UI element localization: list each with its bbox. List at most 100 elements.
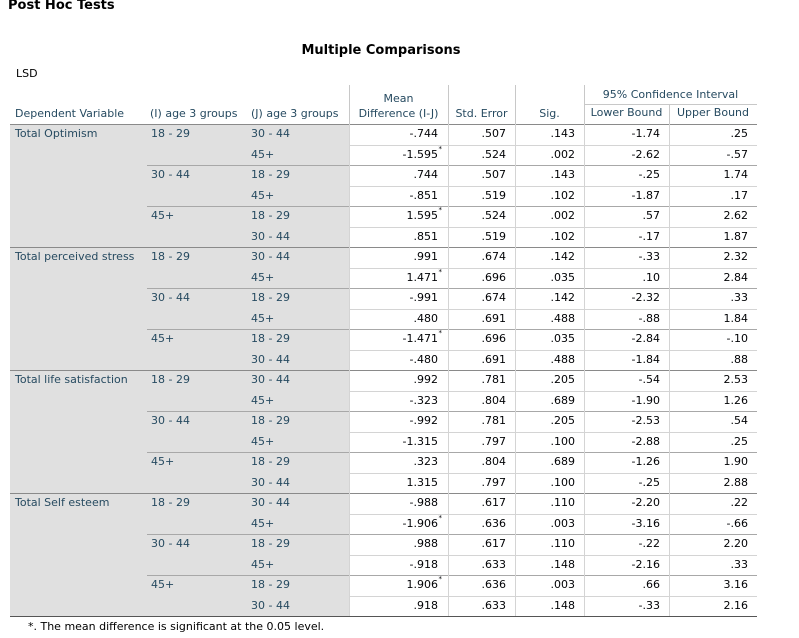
i-group: 30 - 44: [151, 291, 190, 304]
cell-sig: .100: [550, 434, 576, 448]
mean-difference: .480: [413, 311, 439, 325]
cell-sig: .143: [550, 168, 576, 181]
cell-lower: -1.26: [631, 455, 660, 468]
cell-lower: -3.16: [631, 516, 660, 530]
rule: [584, 85, 585, 124]
cell-sig: .689: [550, 455, 576, 468]
cell-upper: 2.20: [723, 537, 749, 550]
header: Std. Error: [455, 107, 508, 120]
header: Upper Bound: [676, 106, 749, 119]
cell-se: .633: [481, 557, 507, 571]
cell-lower: .66: [642, 578, 661, 591]
dependent-variable: Total Self esteem: [15, 496, 110, 509]
cell-upper: -.10: [726, 332, 748, 345]
j-group: 45+: [251, 311, 275, 325]
i-group: 30 - 44: [151, 537, 190, 550]
j-group: 18 - 29: [251, 332, 290, 345]
rule: [10, 370, 757, 371]
mean-difference: -1.906 *: [349, 514, 442, 531]
rule: [349, 124, 350, 616]
rule: [349, 267, 757, 269]
cell-se: .691: [481, 311, 507, 325]
mean-difference: .744: [413, 168, 439, 181]
cell-se: .696: [481, 270, 507, 284]
header: 95% Confidence Interval: [602, 88, 739, 101]
cell-upper: 2.62: [723, 209, 749, 222]
cell-lower: -1.87: [631, 188, 660, 202]
cell-lower: .57: [642, 209, 661, 222]
cell-sig: .110: [550, 537, 576, 550]
rule: [147, 452, 757, 453]
rule: [448, 85, 449, 124]
cell-sig: .035: [550, 270, 576, 284]
rule: [349, 185, 757, 187]
mean-difference: .992: [413, 373, 439, 386]
j-group: 18 - 29: [251, 168, 290, 181]
j-group: 30 - 44: [251, 496, 290, 509]
i-group: 45+: [151, 578, 175, 591]
cell-sig: .142: [550, 291, 576, 304]
cell-upper: 1.26: [723, 393, 749, 407]
cell-se: .804: [481, 455, 507, 468]
mean-difference: -1.315: [402, 434, 438, 448]
significance-note: *: [438, 267, 443, 276]
i-group: 18 - 29: [151, 250, 190, 263]
j-group: 45+: [251, 434, 275, 448]
cell-sig: .100: [550, 475, 576, 489]
cell-upper: 1.87: [723, 229, 749, 243]
dependent-variable: Total life satisfaction: [15, 373, 128, 386]
rule: [515, 85, 516, 124]
significance-note: *: [438, 144, 443, 153]
cell-sig: .003: [550, 516, 576, 530]
mean-difference: -.991: [409, 291, 438, 304]
i-group: 30 - 44: [151, 168, 190, 181]
mean-difference: -.988: [409, 496, 438, 509]
j-group: 45+: [251, 270, 275, 284]
cell-se: .804: [481, 393, 507, 407]
rule: [10, 124, 757, 125]
rule: [349, 85, 350, 124]
i-group: 45+: [151, 455, 175, 468]
cell-se: .617: [481, 496, 507, 509]
cell-lower: -.33: [638, 250, 660, 263]
significance-note: *: [438, 206, 443, 214]
cell-sig: .035: [550, 332, 576, 345]
cell-lower: -1.90: [631, 393, 660, 407]
cell-upper: -.66: [726, 516, 748, 530]
j-group: 18 - 29: [251, 209, 290, 222]
cell-se: .781: [481, 373, 507, 386]
cell-sig: .003: [550, 578, 576, 591]
cell-se: .797: [481, 475, 507, 489]
rule: [349, 390, 757, 392]
cell-se: .633: [481, 598, 507, 612]
cell-sig: .142: [550, 250, 576, 263]
cell-se: .797: [481, 434, 507, 448]
table-title: Multiple Comparisons: [301, 43, 461, 58]
rule: [147, 534, 757, 535]
mean-difference: -.323: [409, 393, 438, 407]
rule: [10, 616, 757, 617]
cell-sig: .689: [550, 393, 576, 407]
j-group: 30 - 44: [251, 598, 290, 612]
cell-lower: -2.20: [631, 496, 660, 509]
cell-upper: .17: [730, 188, 749, 202]
j-group: 18 - 29: [251, 455, 290, 468]
cell-se: .524: [481, 209, 507, 222]
mean-difference: .991: [413, 250, 439, 263]
i-group: 45+: [151, 332, 175, 345]
cell-se: .507: [481, 127, 507, 140]
rule: [147, 165, 757, 166]
cell-sig: .110: [550, 496, 576, 509]
header: Dependent Variable: [15, 107, 125, 120]
cell-upper: .25: [730, 434, 749, 448]
mean-difference: -.744: [409, 127, 438, 140]
cell-lower: -.25: [638, 475, 660, 489]
j-group: 45+: [251, 557, 275, 571]
cell-upper: 3.16: [723, 578, 749, 591]
cell-sig: .102: [550, 229, 576, 243]
cell-sig: .102: [550, 188, 576, 202]
cell-sig: .143: [550, 127, 576, 140]
mean-difference: -1.595 *: [349, 145, 442, 162]
rule: [147, 411, 757, 412]
rule: [349, 513, 757, 515]
